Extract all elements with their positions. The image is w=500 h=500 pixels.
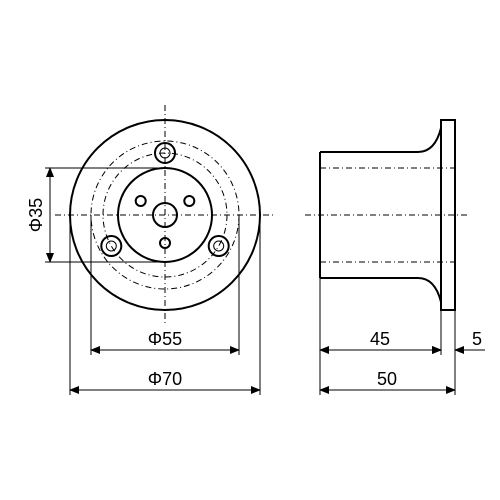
dim-5: 5 (429, 310, 485, 355)
dim-45: 45 (320, 278, 441, 355)
dim-d55-label: Φ55 (148, 329, 182, 349)
dim-50-label: 50 (377, 369, 397, 389)
bolt-hole-bl (101, 236, 121, 256)
small-hole-tl (136, 196, 146, 206)
dim-d70-label: Φ70 (148, 369, 182, 389)
dim-45-label: 45 (370, 329, 390, 349)
side-view (305, 120, 470, 310)
dim-d35-label: Φ35 (26, 198, 46, 232)
dim-5-label: 5 (472, 329, 482, 349)
dim-50: 50 (320, 355, 455, 395)
small-hole-tr (184, 196, 194, 206)
front-view (55, 105, 275, 325)
bolt-hole-br (209, 236, 229, 256)
